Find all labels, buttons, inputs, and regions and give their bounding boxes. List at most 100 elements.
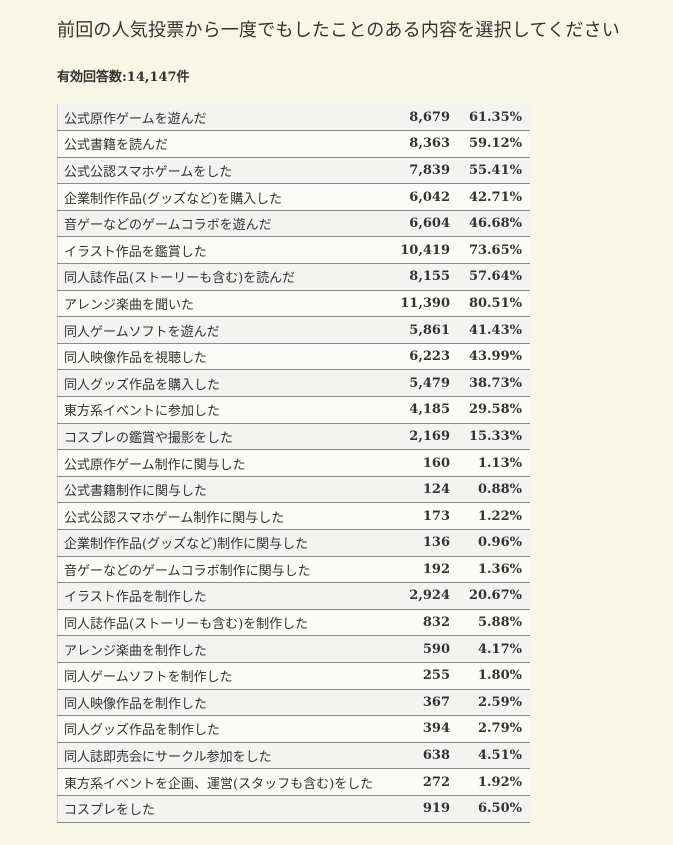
percentage-cell: 0.88% [458,476,530,504]
results-table: 公式原作ゲームを遊んだ 8,679 61.35% 公式書籍を読んだ 8,363 59.12… [57,104,530,823]
response-count-cell: 832 [380,609,458,637]
response-count-cell: 8,363 [380,130,458,158]
item-label: 同人映像作品を制作した [57,689,380,717]
response-count-cell: 8,679 [380,104,458,132]
response-count-cell: 638 [380,742,458,770]
item-label: 同人ゲームソフトを制作した [57,662,380,690]
table-row: 同人誌作品(ストーリーも含む)を読んだ 8,155 57.64% [57,263,530,291]
table-row: イラスト作品を鑑賞した 10,419 73.65% [57,236,530,265]
table-row: 東方系イベントを企画、運営(スタッフも含む)をした 272 1.92% [57,768,530,796]
item-label: コスプレの鑑賞や撮影をした [57,423,380,451]
item-label: コスプレをした [57,795,380,823]
item-label: イラスト作品を制作した [57,582,380,610]
table-row: 同人ゲームソフトを遊んだ 5,861 41.43% [57,316,530,344]
item-label: アレンジ楽曲を制作した [57,635,380,663]
item-label: 同人誌作品(ストーリーも含む)を制作した [57,609,380,637]
table-row: コスプレの鑑賞や撮影をした 2,169 15.33% [57,423,530,451]
response-count-cell: 173 [380,502,458,530]
response-count-cell: 124 [380,476,458,504]
item-label: 音ゲーなどのゲームコラボを遊んだ [57,210,380,238]
item-label: 公式公認スマホゲームをした [57,157,380,185]
percentage-cell: 29.58% [458,396,530,424]
item-label: 東方系イベントを企画、運営(スタッフも含む)をした [57,768,380,796]
percentage-cell: 43.99% [458,343,530,371]
percentage-cell: 6.50% [458,795,530,823]
response-count-cell: 2,169 [380,423,458,451]
item-label: 同人誌即売会にサークル参加をした [57,742,380,770]
percentage-cell: 61.35% [458,104,530,132]
response-count-cell: 8,155 [380,263,458,291]
percentage-cell: 59.12% [458,130,530,158]
response-count-cell: 272 [380,768,458,796]
item-label: アレンジ楽曲を聞いた [57,290,380,318]
percentage-cell: 1.13% [458,449,530,477]
table-row: コスプレをした 919 6.50% [57,795,530,823]
item-label: 公式書籍を読んだ [57,130,380,158]
table-row: 音ゲーなどのゲームコラボ制作に関与した 192 1.36% [57,556,530,584]
response-count-cell: 11,390 [380,290,458,318]
table-row: 東方系イベントに参加した 4,185 29.58% [57,396,530,424]
response-count-cell: 10,419 [380,236,458,265]
percentage-cell: 1.80% [458,662,530,690]
page-title: 前回の人気投票から一度でもしたことのある内容を選択してください [57,20,620,41]
percentage-cell: 4.51% [458,742,530,770]
table-row: 同人グッズ作品を購入した 5,479 38.73% [57,369,530,398]
response-count-cell: 136 [380,529,458,557]
response-count-cell: 5,861 [380,316,458,344]
response-count-cell: 5,479 [380,369,458,398]
response-count-cell: 160 [380,449,458,477]
item-label: 公式原作ゲームを遊んだ [57,104,380,132]
response-count-cell: 6,604 [380,210,458,238]
item-label: 東方系イベントに参加した [57,396,380,424]
table-row: 同人誌即売会にサークル参加をした 638 4.51% [57,742,530,770]
percentage-cell: 80.51% [458,290,530,318]
percentage-cell: 4.17% [458,635,530,663]
percentage-cell: 1.36% [458,556,530,584]
item-label: 同人ゲームソフトを遊んだ [57,316,380,344]
response-count-cell: 590 [380,635,458,663]
percentage-cell: 2.79% [458,715,530,743]
percentage-cell: 15.33% [458,423,530,451]
percentage-cell: 38.73% [458,369,530,398]
item-label: 公式公認スマホゲーム制作に関与した [57,502,380,530]
table-row: 同人映像作品を制作した 367 2.59% [57,689,530,717]
percentage-cell: 2.59% [458,689,530,717]
response-count-cell: 6,042 [380,183,458,211]
response-count-cell: 192 [380,556,458,584]
response-count-cell: 367 [380,689,458,717]
response-count-cell: 2,924 [380,582,458,610]
table-row: 公式書籍を読んだ 8,363 59.12% [57,130,530,158]
item-label: イラスト作品を鑑賞した [57,236,380,265]
table-row: 公式原作ゲーム制作に関与した 160 1.13% [57,449,530,477]
percentage-cell: 1.22% [458,502,530,530]
percentage-cell: 73.65% [458,236,530,265]
item-label: 同人誌作品(ストーリーも含む)を読んだ [57,263,380,291]
table-row: 公式公認スマホゲーム制作に関与した 173 1.22% [57,502,530,530]
table-row: イラスト作品を制作した 2,924 20.67% [57,582,530,610]
response-count: 有効回答数:14,147件 [57,70,190,85]
table-row: 同人ゲームソフトを制作した 255 1.80% [57,662,530,690]
table-row: 企業制作作品(グッズなど)制作に関与した 136 0.96% [57,529,530,557]
table-row: アレンジ楽曲を聞いた 11,390 80.51% [57,290,530,318]
percentage-cell: 46.68% [458,210,530,238]
item-label: 公式書籍制作に関与した [57,476,380,504]
percentage-cell: 41.43% [458,316,530,344]
table-row: 公式公認スマホゲームをした 7,839 55.41% [57,157,530,185]
item-label: 公式原作ゲーム制作に関与した [57,449,380,477]
table-row: 音ゲーなどのゲームコラボを遊んだ 6,604 46.68% [57,210,530,238]
table-row: アレンジ楽曲を制作した 590 4.17% [57,635,530,663]
item-label: 音ゲーなどのゲームコラボ制作に関与した [57,556,380,584]
table-row: 公式書籍制作に関与した 124 0.88% [57,476,530,504]
response-count-cell: 6,223 [380,343,458,371]
item-label: 同人グッズ作品を購入した [57,369,380,398]
percentage-cell: 57.64% [458,263,530,291]
percentage-cell: 20.67% [458,582,530,610]
response-count-cell: 4,185 [380,396,458,424]
item-label: 同人映像作品を視聴した [57,343,380,371]
response-count-cell: 394 [380,715,458,743]
table-row: 同人誌作品(ストーリーも含む)を制作した 832 5.88% [57,609,530,637]
response-count-cell: 919 [380,795,458,823]
